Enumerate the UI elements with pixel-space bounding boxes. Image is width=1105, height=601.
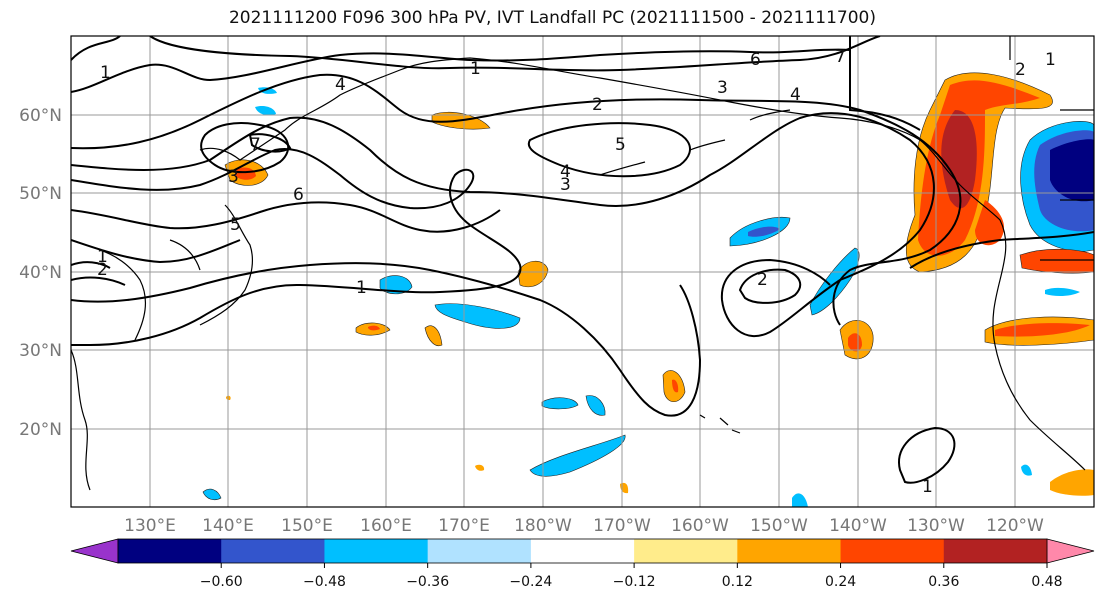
contour-label: 1 — [922, 477, 933, 497]
lon-label: 170°E — [438, 516, 490, 536]
colorbar-tick-label: −0.60 — [200, 574, 243, 590]
contour-label: 2 — [757, 270, 768, 290]
lon-label: 180°W — [514, 516, 572, 536]
lon-label: 160°W — [671, 516, 729, 536]
latitude-labels: 60°N 50°N 40°N 30°N 20°N — [19, 106, 62, 440]
pv-shading — [202, 72, 1094, 507]
contour-label: 1 — [97, 247, 108, 267]
contour-label: 7 — [835, 47, 846, 67]
lon-label: 120°W — [986, 516, 1044, 536]
graticule — [71, 36, 1094, 507]
contour-label: 5 — [615, 135, 626, 155]
colorbar-tick-label: −0.24 — [509, 574, 552, 590]
lat-label: 60°N — [19, 106, 62, 126]
contour-label: 7 — [250, 135, 261, 155]
colorbar-tick-label: 0.36 — [928, 574, 959, 590]
contour-label: 6 — [750, 50, 761, 70]
contour-label: 1 — [470, 59, 481, 79]
colorbar-tick-label: 0.12 — [722, 574, 753, 590]
colorbar-segment — [118, 539, 222, 563]
coastlines — [71, 36, 1094, 491]
colorbar-segment — [530, 539, 635, 563]
contour-label: 4 — [335, 75, 346, 95]
colorbar-tick-label: −0.12 — [613, 574, 656, 590]
colorbar-tick-label: −0.36 — [406, 574, 449, 590]
colorbar-tick-label: 0.48 — [1031, 574, 1062, 590]
lon-label: 140°E — [202, 516, 254, 536]
lat-label: 50°N — [19, 184, 62, 204]
map-frame — [70, 35, 1095, 508]
contour-label: 1 — [1045, 50, 1056, 70]
colorbar-segment — [634, 539, 738, 563]
colorbar-segment — [221, 539, 325, 563]
contour-label: 2 — [1015, 60, 1026, 80]
lat-label: 40°N — [19, 263, 62, 283]
contour-labels: 1 4 7 6 5 3 2 1 5 4 3 2 1 2 1 6 3 4 7 2 … — [97, 47, 1056, 497]
contour-label: 6 — [293, 185, 304, 205]
map-title: 2021111200 F096 300 hPa PV, IVT Landfall… — [228, 8, 876, 28]
contour-label: 3 — [717, 78, 728, 98]
lon-label: 170°W — [593, 516, 651, 536]
colorbar-tick-label: −0.48 — [303, 574, 346, 590]
lat-label: 30°N — [19, 341, 62, 361]
contour-label: 4 — [560, 162, 571, 182]
colorbar-segment — [427, 539, 532, 563]
colorbar-outline — [117, 538, 1048, 564]
lat-label: 20°N — [19, 420, 62, 440]
contour-label: 2 — [592, 95, 603, 115]
longitude-labels: 130°E 140°E 150°E 160°E 170°E 180°W 170°… — [124, 516, 1044, 536]
contour-label: 4 — [790, 85, 801, 105]
colorbar-segment — [943, 539, 1048, 563]
contour-label: 1 — [356, 278, 367, 298]
lon-label: 150°W — [750, 516, 808, 536]
contour-label: 3 — [560, 175, 571, 195]
colorbar-tick-label: 0.24 — [825, 574, 856, 590]
lon-label: 130°W — [907, 516, 965, 536]
colorbar-segment — [840, 539, 945, 563]
lon-label: 140°W — [829, 516, 887, 536]
contour-label: 2 — [97, 260, 108, 280]
lon-label: 160°E — [360, 516, 412, 536]
lon-label: 150°E — [281, 516, 333, 536]
colorbar-max-extension — [1046, 538, 1095, 564]
lon-label: 130°E — [124, 516, 176, 536]
colorbar-min-extension — [70, 538, 119, 564]
colorbar-segment — [324, 539, 429, 563]
contour-label: 3 — [228, 167, 239, 187]
contour-label: 5 — [230, 215, 241, 235]
colorbar: −0.60 −0.48 −0.36 −0.24 −0.12 0.12 0.24 0.36 0.4… — [70, 538, 1095, 590]
colorbar-segment — [737, 539, 842, 563]
contour-label: 1 — [100, 63, 111, 83]
pv-contours — [71, 36, 1094, 484]
